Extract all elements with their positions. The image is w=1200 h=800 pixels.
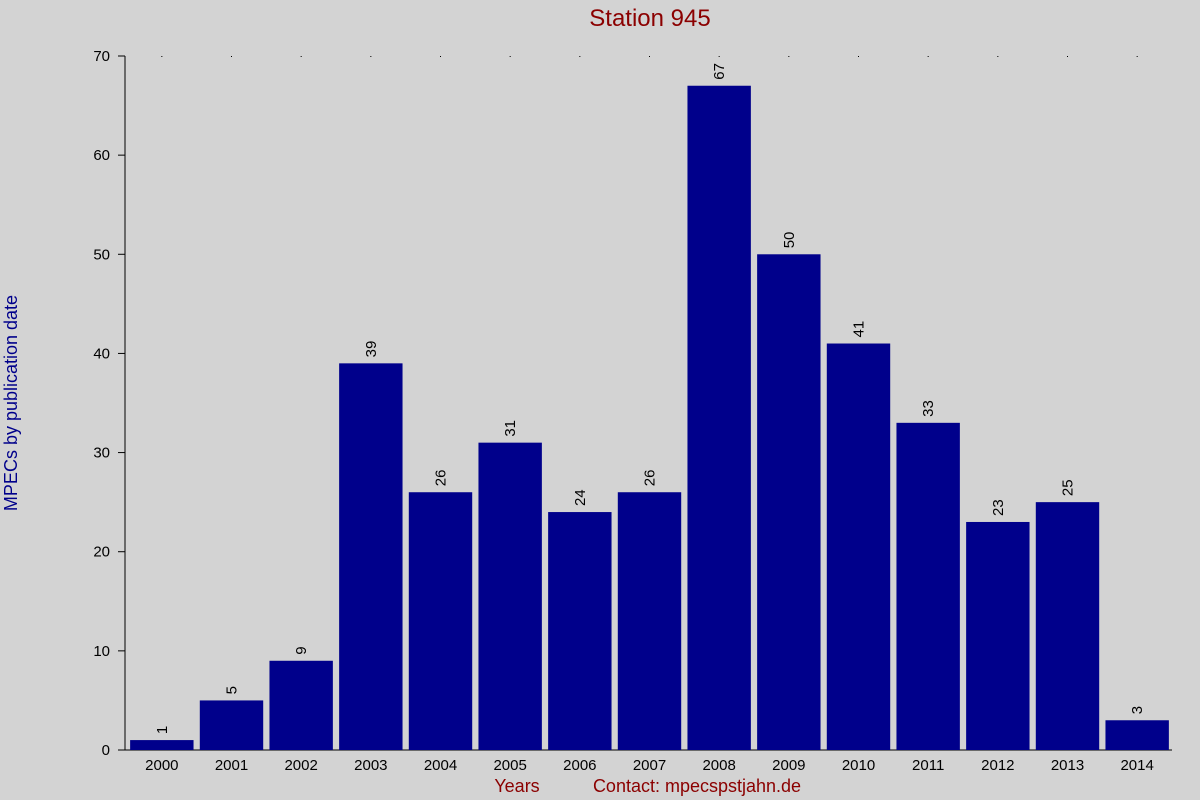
top-dot	[927, 56, 929, 57]
bar	[896, 422, 960, 750]
y-tick-label: 20	[93, 544, 110, 561]
value-label: 1	[154, 726, 171, 734]
bar	[687, 85, 751, 750]
bar	[199, 700, 264, 750]
bar	[548, 512, 612, 750]
top-dot	[1067, 56, 1068, 57]
bar	[408, 492, 473, 750]
value-label: 31	[502, 420, 519, 437]
bar	[339, 363, 403, 750]
bar	[826, 343, 891, 750]
y-tick-label: 40	[93, 345, 110, 362]
y-tick-label: 30	[93, 445, 110, 462]
top-dot	[649, 56, 650, 57]
x-tick-label: 2000	[145, 757, 178, 774]
x-tick-label: 2013	[1051, 757, 1084, 774]
value-label: 67	[711, 63, 728, 80]
top-dot	[509, 56, 511, 57]
top-dot	[1136, 56, 1138, 57]
top-dot	[370, 56, 372, 57]
bar	[1035, 502, 1100, 750]
x-tick-label: 2004	[424, 757, 457, 774]
bar	[757, 254, 821, 751]
value-label: 3	[1129, 706, 1146, 714]
y-tick-label: 60	[93, 147, 110, 164]
x-tick-label: 2010	[842, 757, 875, 774]
chart-title: Station 945	[589, 5, 710, 32]
x-tick-label: 2012	[981, 757, 1014, 774]
value-label: 33	[920, 400, 937, 417]
top-dot	[997, 56, 999, 57]
top-dot	[440, 56, 441, 57]
top-dot	[231, 56, 232, 57]
x-tick-label: 2011	[912, 757, 944, 774]
value-label: 5	[224, 686, 241, 694]
top-dot	[300, 56, 302, 57]
contact: Contact: mpecspstjahn.de	[593, 776, 801, 796]
x-tick-label: 2014	[1120, 757, 1153, 774]
value-label: 23	[990, 499, 1007, 516]
value-label: 39	[363, 341, 380, 358]
y-axis-label: MPECs by publication date	[1, 295, 21, 511]
value-label: 26	[642, 470, 659, 487]
x-tick-label: 2005	[493, 757, 526, 774]
top-dot	[858, 56, 859, 57]
x-tick-label: 2009	[772, 757, 805, 774]
y-tick-label: 10	[93, 643, 110, 660]
x-tick-label: 2007	[633, 757, 666, 774]
top-dot	[579, 56, 581, 57]
value-label: 50	[781, 232, 798, 249]
x-tick-label: 2003	[354, 757, 387, 774]
x-tick-label: 2008	[702, 757, 735, 774]
y-tick-label: 70	[93, 48, 110, 65]
value-label: 25	[1060, 479, 1077, 496]
top-dot	[718, 56, 720, 57]
x-axis-label: Years	[494, 776, 539, 796]
bar	[966, 521, 1030, 750]
bar	[1105, 720, 1169, 750]
y-tick-label: 0	[102, 742, 110, 759]
value-label: 9	[293, 646, 310, 654]
value-label: 41	[851, 321, 868, 338]
x-tick-label: 2001	[215, 757, 248, 774]
bar	[130, 740, 194, 750]
x-tick-label: 2006	[563, 757, 596, 774]
x-tick-label: 2002	[284, 757, 317, 774]
top-dot	[788, 56, 790, 57]
bar	[269, 660, 333, 750]
bar	[617, 492, 682, 750]
value-label: 26	[433, 470, 450, 487]
value-label: 24	[572, 489, 589, 506]
y-tick-label: 50	[93, 246, 110, 263]
top-dot	[161, 56, 163, 57]
bar	[478, 442, 542, 750]
